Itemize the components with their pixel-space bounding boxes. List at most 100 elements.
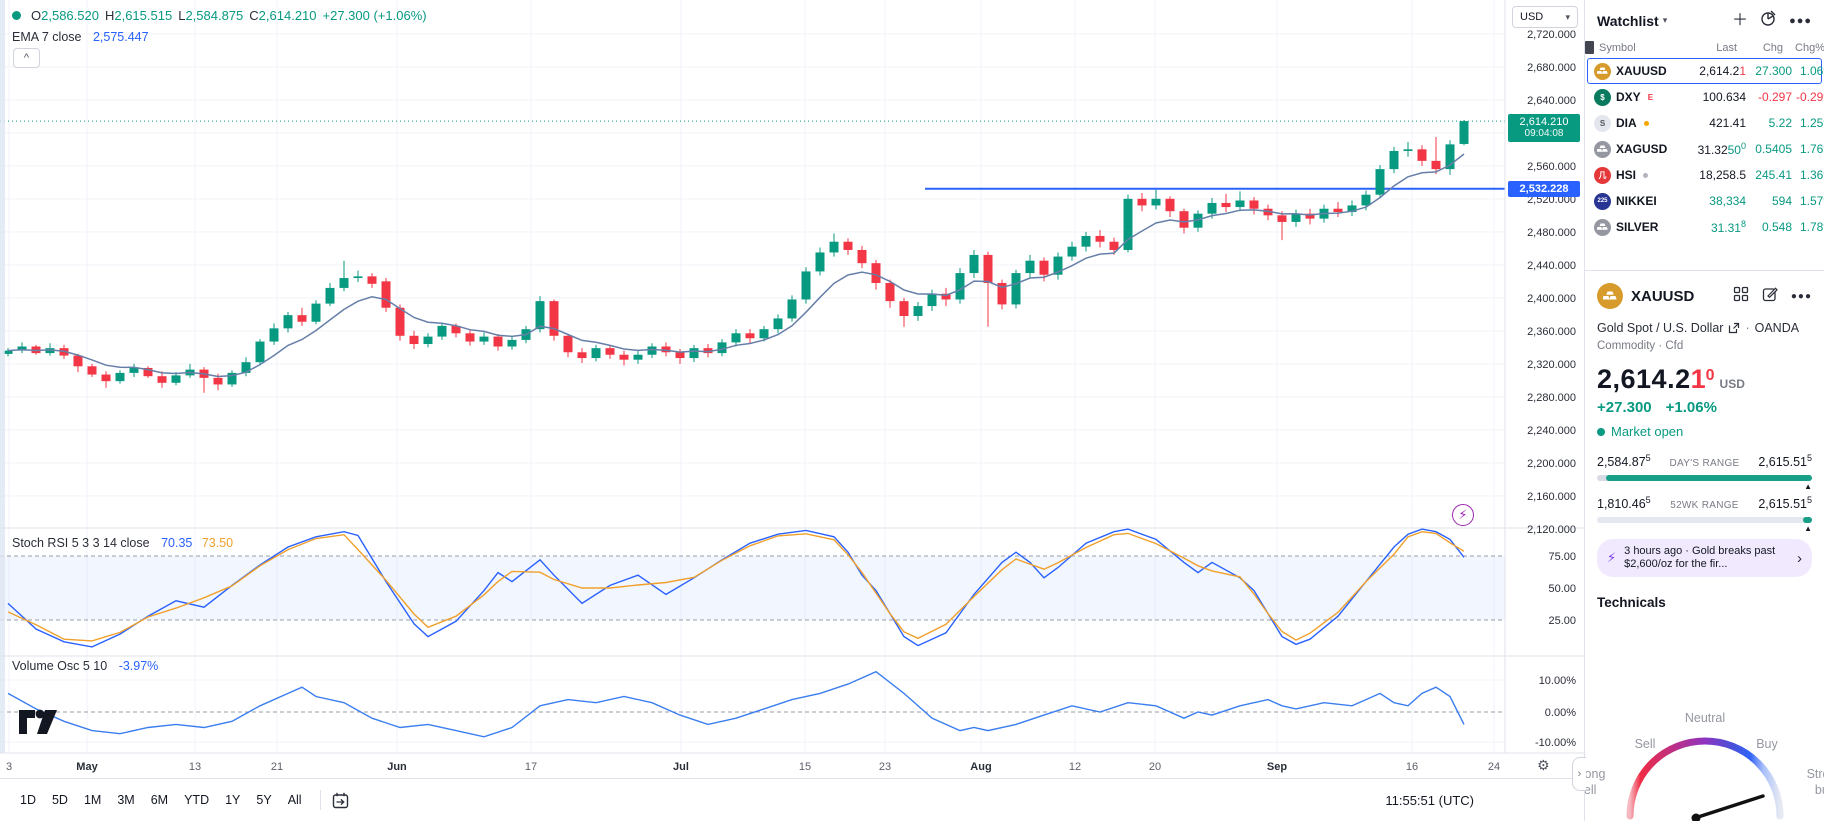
- timeframe-1m[interactable]: 1M: [83, 793, 102, 807]
- support-line-badge[interactable]: 2,532.228: [1508, 181, 1580, 197]
- column-header-chg[interactable]: Chg: [1762, 41, 1783, 54]
- chevron-down-icon: ▾: [1662, 15, 1668, 25]
- timeframe-3m[interactable]: 3M: [117, 793, 135, 807]
- flag-column-marker[interactable]: [1585, 41, 1594, 54]
- time-tick-label: Aug: [970, 761, 991, 773]
- price-axis[interactable]: 2,720.000 2,680.000 2,640.000 2,560.000 2,52…: [1527, 29, 1576, 749]
- low-value: 2,584.875: [185, 8, 244, 23]
- candle: [1347, 205, 1357, 213]
- chg-cell: 5.22: [1768, 116, 1792, 130]
- price-tick-label: 2,680.000: [1527, 62, 1576, 74]
- candle: [269, 328, 279, 342]
- legend-collapse-button[interactable]: ^: [13, 48, 40, 68]
- add-symbol-button[interactable]: ＋: [1732, 11, 1749, 29]
- time-axis[interactable]: 3 May 13 21 Jun 17 Jul 15 23 Aug 12 20 Sep 16 24: [6, 761, 1500, 773]
- day-high: 2,615.515: [1758, 453, 1812, 470]
- price-superscript: 0: [1705, 367, 1715, 384]
- column-header-last[interactable]: Last: [1716, 41, 1737, 54]
- candle: [983, 254, 993, 283]
- candle: [759, 329, 769, 339]
- timeframe-5y[interactable]: 5Y: [256, 793, 272, 807]
- watchlist-row-silver[interactable]: SILVER 31.318 0.548 1.78%: [1587, 214, 1824, 240]
- exchange-name[interactable]: OANDA: [1754, 321, 1800, 335]
- time-tick-label: Jun: [387, 761, 407, 773]
- currency-dropdown[interactable]: USD ▾: [1512, 6, 1578, 28]
- watchlist-row-xagusd[interactable]: XAGUSD 31.32500 0.5405 1.76%: [1587, 136, 1824, 162]
- candle: [129, 367, 139, 373]
- lightning-icon[interactable]: ⚡: [1452, 504, 1474, 526]
- chart-pane[interactable]: 2,720.000 2,680.000 2,640.000 2,560.000 2,52…: [0, 0, 1586, 791]
- vol-tick-label: 0.00%: [1545, 707, 1576, 719]
- watchlist-row-xauusd[interactable]: XAUUSD 2,614.21 27.300 1.06%: [1587, 58, 1824, 84]
- candle: [17, 346, 27, 351]
- candle: [633, 354, 643, 360]
- chgp-cell: 1.36%: [1799, 168, 1824, 182]
- go-to-date-button[interactable]: [331, 791, 350, 810]
- more-options-icon[interactable]: ●●●: [1789, 14, 1812, 27]
- candle: [101, 374, 111, 382]
- candle: [73, 355, 83, 367]
- timeframe-all[interactable]: All: [287, 793, 302, 807]
- more-options-icon[interactable]: ●●●: [1790, 290, 1812, 302]
- gauge-label-strong-sell2: sell: [1585, 783, 1596, 797]
- grid-layout-icon[interactable]: [1733, 286, 1749, 307]
- price-main: 2,614.2: [1597, 364, 1691, 394]
- candle: [1123, 198, 1133, 250]
- external-link-icon[interactable]: [1728, 322, 1740, 334]
- candle: [675, 352, 685, 359]
- symbol-cell: XAGUSD: [1594, 140, 1684, 158]
- big-price: 2,614.2 1 0 USD: [1597, 364, 1812, 395]
- candle: [1137, 198, 1147, 206]
- symbol-cell: 225 NIKKEI: [1594, 192, 1684, 210]
- open-letter: O: [31, 8, 42, 23]
- candle: [787, 299, 797, 319]
- timeframe-ytd[interactable]: YTD: [184, 793, 210, 807]
- gauge-needle: [1693, 794, 1765, 820]
- candle: [283, 315, 293, 329]
- tradingview-logo[interactable]: [18, 708, 58, 736]
- watchlist-title[interactable]: Watchlist: [1597, 12, 1659, 29]
- chart-pie-icon[interactable]: [1760, 10, 1777, 31]
- wk-high: 2,615.515: [1758, 495, 1812, 512]
- chart-canvas[interactable]: 2,720.000 2,680.000 2,640.000 2,560.000 2,52…: [0, 0, 1584, 778]
- gear-icon[interactable]: ⚙: [1537, 757, 1550, 773]
- time-tick-label: 24: [1488, 761, 1500, 773]
- last-cell: 421.41: [1709, 116, 1746, 130]
- chg-cell: 594: [1771, 194, 1792, 208]
- timeframe-1y[interactable]: 1Y: [225, 793, 241, 807]
- timeframe-6m[interactable]: 6M: [150, 793, 169, 807]
- delayed-flag: E: [1647, 92, 1654, 102]
- candle: [1249, 200, 1259, 209]
- news-headline-pill[interactable]: ⚡ 3 hours ago · Gold breaks past $2,600/…: [1597, 539, 1812, 578]
- edit-icon[interactable]: [1762, 286, 1778, 307]
- candle: [885, 282, 895, 302]
- candle: [591, 348, 601, 359]
- candle: [745, 333, 755, 339]
- price-tick-label: 2,400.000: [1527, 293, 1576, 305]
- symbol-detail-section: XAUUSD ●●● Gold Spot / U.S. Dollar · OAN…: [1585, 270, 1824, 610]
- candle: [1277, 215, 1287, 222]
- low-letter: L: [178, 8, 186, 23]
- 52wk-range-bar: ▲: [1597, 517, 1812, 533]
- sidebar-collapse-handle[interactable]: ›: [1572, 757, 1586, 791]
- candle: [829, 241, 839, 253]
- timeframe-1d[interactable]: 1D: [20, 793, 36, 807]
- toolbar-divider: [319, 790, 321, 810]
- ohlc-legend: O2,586.520 H2,615.515 L2,584.875 C2,614.210…: [12, 8, 433, 23]
- timeframe-5d[interactable]: 5D: [51, 793, 68, 807]
- candle: [311, 303, 321, 322]
- column-header-chgp[interactable]: Chg%: [1795, 41, 1824, 54]
- stoch-band: [0, 555, 1505, 621]
- clock-utc[interactable]: 11:55:51 (UTC): [1385, 792, 1474, 808]
- chgp-cell: 1.25%: [1799, 116, 1824, 130]
- ema-line: [7, 153, 1465, 378]
- time-tick-label: May: [76, 761, 98, 773]
- candle: [773, 318, 783, 330]
- last-cell: 100.634: [1702, 90, 1746, 104]
- timeframe-buttons: 1D 5D 1M 3M 6M YTD 1Y 5Y All: [12, 789, 310, 811]
- column-header-symbol[interactable]: Symbol: [1599, 41, 1636, 54]
